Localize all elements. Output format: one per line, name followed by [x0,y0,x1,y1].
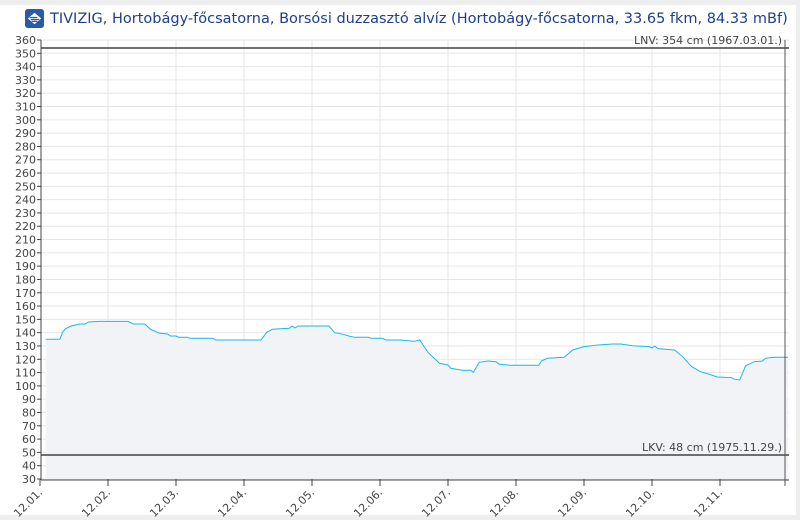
reference-line-label: LNV: 354 cm (1967.03.01.) [634,34,782,47]
y-tick-label: 80 [22,406,36,419]
tivizig-logo-icon [25,9,44,28]
x-tick-label: 12.10. [623,486,657,520]
x-tick-label: 12.11. [691,486,725,520]
y-tick-label: 310 [15,101,36,114]
x-tick-label: 12.09. [555,486,589,520]
y-tick-label: 240 [15,194,36,207]
y-tick-label: 180 [15,273,36,286]
y-tick-label: 210 [15,234,36,247]
chart-title: TIVIZIG, Hortobágy-főcsatorna, Borsósi d… [50,10,788,27]
y-tick-label: 260 [15,167,36,180]
y-tick-label: 130 [15,340,36,353]
y-tick-label: 40 [22,460,36,473]
y-tick-label: 170 [15,287,36,300]
y-tick-label: 150 [15,313,36,326]
y-tick-label: 110 [15,367,36,380]
x-tick-label: 12.01. [11,486,45,520]
y-tick-label: 340 [15,61,36,74]
x-tick-label: 12.03. [147,486,181,520]
y-tick-label: 230 [15,207,36,220]
x-tick-label: 12.04. [215,486,249,520]
reference-lines: LNV: 354 cm (1967.03.01.) LKV: 48 cm (197… [41,34,789,457]
y-tick-label: 300 [15,114,36,127]
y-tick-label: 270 [15,154,36,167]
y-tick-label: 250 [15,180,36,193]
x-tick-label: 12.05. [283,486,317,520]
y-tick-label: 350 [15,47,36,60]
y-tick-label: 140 [15,327,36,340]
y-tick-label: 200 [15,247,36,260]
y-tick-label: 30 [22,473,36,486]
y-tick-label: 50 [22,446,36,459]
y-tick-label: 60 [22,433,36,446]
y-tick-label: 360 [15,34,36,47]
y-tick-label: 90 [22,393,36,406]
x-tick-label: 12.08. [487,486,521,520]
x-tick-label: 12.02. [79,486,113,520]
series-area [45,321,788,479]
y-tick-label: 70 [22,420,36,433]
y-tick-label: 120 [15,353,36,366]
y-tick-label: 330 [15,74,36,87]
reference-line-label: LKV: 48 cm (1975.11.29.) [642,441,782,454]
x-tick-label: 12.07. [419,486,453,520]
y-tick-label: 190 [15,260,36,273]
y-tick-label: 100 [15,380,36,393]
y-tick-label: 160 [15,300,36,313]
y-tick-label: 280 [15,140,36,153]
x-tick-label: 12.06. [351,486,385,520]
y-tick-label: 290 [15,127,36,140]
chart-title-bar: TIVIZIG, Hortobágy-főcsatorna, Borsósi d… [25,9,788,28]
y-tick-label: 220 [15,220,36,233]
y-tick-label: 320 [15,87,36,100]
series-line [45,320,788,381]
